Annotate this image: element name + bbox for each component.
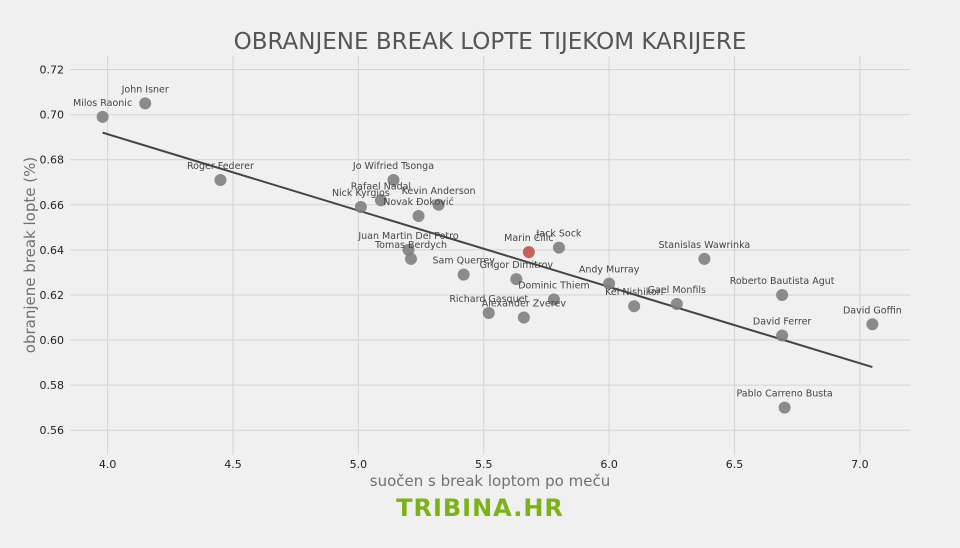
y-tick-label: 0.68 [40, 154, 65, 167]
data-point [387, 173, 400, 186]
point-label: Alexander Zverev [482, 298, 567, 309]
data-points [96, 97, 879, 414]
brand-logo: TRIBINA.HR [396, 494, 564, 522]
data-point [405, 252, 418, 265]
x-axis-label: suočen s break loptom po meču [370, 472, 610, 490]
point-label: John Isner [121, 84, 169, 95]
point-label: Kei Nishikori [605, 287, 663, 298]
point-label: Richard Gasquet [449, 294, 528, 305]
data-point [698, 252, 711, 265]
point-labels: Milos Raonic John Isner Roger Federer Jo Wi… [73, 84, 902, 399]
y-tick-label: 0.72 [40, 64, 65, 77]
data-point-highlight [522, 246, 535, 259]
data-point [214, 173, 227, 186]
data-point [510, 273, 523, 286]
data-point [432, 198, 445, 211]
data-point [776, 329, 789, 342]
y-tick-label: 0.66 [40, 199, 65, 212]
point-label: Andy Murray [579, 265, 640, 276]
y-axis-label: obranjene break lopte (%) [21, 157, 39, 353]
data-point [402, 243, 415, 256]
x-tick-label: 6.0 [600, 458, 618, 471]
point-label: Sam Querrey [432, 256, 495, 267]
trend-line [102, 131, 873, 369]
x-tick-label: 5.5 [475, 458, 493, 471]
point-label: Milos Raonic [73, 98, 132, 109]
y-tick-label: 0.58 [40, 379, 65, 392]
data-point [412, 210, 425, 223]
point-label: Marin Čilić [504, 232, 553, 244]
data-point [866, 318, 879, 331]
data-point [628, 300, 641, 313]
x-tick-label: 5.0 [350, 458, 368, 471]
data-point [139, 97, 152, 110]
point-label: Grigor Dimitrov [480, 260, 554, 271]
point-label: Pablo Carreno Busta [737, 389, 833, 400]
point-label: Jo Wifried Tsonga [352, 161, 434, 172]
data-point [603, 277, 616, 290]
point-label: Juan Martin Del Potro [357, 231, 458, 242]
data-point [96, 110, 109, 123]
y-tick-label: 0.56 [40, 424, 65, 437]
data-point [517, 311, 530, 324]
point-label: Rafael Nadal [351, 181, 411, 192]
point-label: Kevin Anderson [402, 186, 476, 197]
point-label: Tomas Berdych [374, 240, 447, 251]
data-point [482, 306, 495, 319]
point-label: Roger Federer [187, 161, 254, 172]
point-label: Roberto Bautista Agut [730, 276, 835, 287]
point-label: Jack Sock [535, 229, 581, 240]
data-point [374, 194, 387, 207]
data-point [547, 293, 560, 306]
point-label: David Goffin [843, 305, 902, 316]
x-tick-label: 4.0 [99, 458, 117, 471]
point-label: Dominic Thiem [518, 280, 590, 291]
data-point [354, 201, 367, 214]
x-tick-label: 6.5 [726, 458, 744, 471]
x-tick-label: 4.5 [224, 458, 242, 471]
point-label: Novak Đoković [383, 197, 454, 208]
chart-title: OBRANJENE BREAK LOPTE TIJEKOM KARIJERE [234, 29, 747, 55]
point-label: Nick Kyrgios [332, 188, 390, 199]
x-tick-label: 7.0 [851, 458, 869, 471]
data-point [778, 401, 791, 414]
data-point [670, 297, 683, 310]
data-point [457, 268, 470, 281]
x-tick-labels: 4.0 4.5 5.0 5.5 6.0 6.5 7.0 [99, 458, 869, 471]
y-tick-label: 0.60 [40, 334, 65, 347]
y-tick-label: 0.70 [40, 109, 65, 122]
y-tick-label: 0.62 [40, 289, 65, 302]
data-point [552, 241, 565, 254]
y-tick-label: 0.64 [40, 244, 65, 257]
data-point [776, 288, 789, 301]
point-label: David Ferrer [753, 317, 812, 328]
point-label: Gael Monfils [648, 285, 706, 296]
y-tick-labels: 0.56 0.58 0.60 0.62 0.64 0.66 0.68 0.70 0.72 [40, 64, 65, 438]
point-label: Stanislas Wawrinka [659, 240, 751, 251]
